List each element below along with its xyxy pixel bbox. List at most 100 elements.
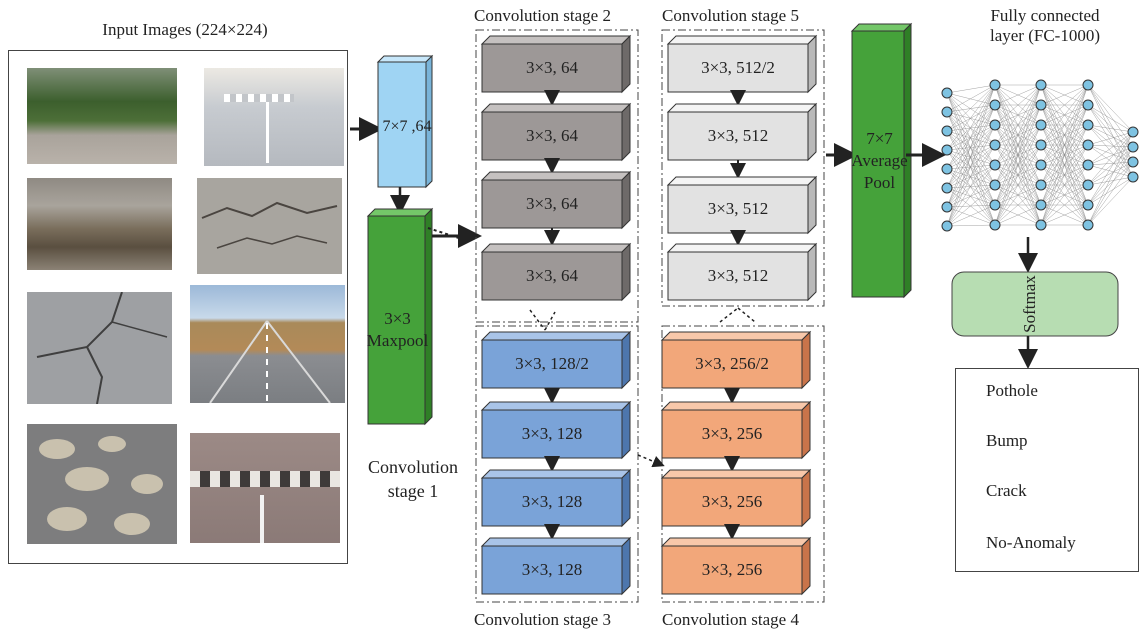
pothole-water-photo [27,178,172,270]
fc-node [989,219,1001,231]
fc-node [1127,156,1139,168]
fc-node [1082,99,1094,111]
fc-node [1082,159,1094,171]
stage5-block-4 [666,242,818,302]
stage5-block-3 [666,175,818,235]
stage3-block-label-3: 3×3, 128 [521,492,583,511]
stage4-block-label-3: 3×3, 256 [701,492,763,511]
fc-node [941,144,953,156]
stage2-block-label-1: 3×3, 64 [525,58,579,77]
stage2-title: Convolution stage 2 [474,6,611,25]
fc-node [1035,99,1047,111]
stage5-title: Convolution stage 5 [662,6,799,25]
softmax-label: Softmax [1020,275,1039,333]
fc-node [989,99,1001,111]
fc-node [1082,199,1094,211]
stage4-block-label-4: 3×3, 256 [701,560,763,579]
fc-node [941,106,953,118]
cracked-asphalt-photo [27,292,172,404]
stage2-block-label-3: 3×3, 64 [525,194,579,213]
avgpool-block [850,22,913,299]
fc-node [1035,199,1047,211]
fc-node [1127,141,1139,153]
stage3-block-label-2: 3×3, 128 [521,424,583,443]
fc-node [1082,119,1094,131]
softmax-box [951,271,1119,337]
stage2-block-4 [480,242,632,302]
fc-node [989,119,1001,131]
fc-node [989,199,1001,211]
fc-node [1082,219,1094,231]
maxpool-label: 3×3 Maxpool [366,309,429,350]
input-images-title: Input Images (224×224) [102,20,268,39]
fc-node [1082,139,1094,151]
stage4-block-4 [660,536,812,596]
stage5-block-label-2: 3×3, 512 [707,126,769,145]
stage3-block-2 [480,400,632,460]
class-crack: Crack [986,481,1027,500]
stage2-block-2 [480,102,632,162]
fc-node [941,201,953,213]
conv7x7-block [376,54,434,189]
stage4-block-2 [660,400,812,460]
class-bump: Bump [986,431,1028,450]
fc-node [989,159,1001,171]
stage3-block-4 [480,536,632,596]
fc-title: Fully connected layer (FC-1000) [989,6,1100,45]
fc-node [941,220,953,232]
fc-node [941,182,953,194]
multiple-potholes-photo [27,424,177,544]
fc-node [1035,159,1047,171]
stage3-block-3 [480,468,632,528]
stage4-block-3 [660,468,812,528]
stage5-block-label-1: 3×3, 512/2 [701,58,775,77]
stage2-block-label-4: 3×3, 64 [525,266,579,285]
maxpool-block [366,207,434,426]
fc-node [941,125,953,137]
speed-bump-stripes-photo [190,433,340,543]
speed-bump-road-photo [204,68,344,166]
stage5-frame [661,29,825,307]
fc-node [1035,179,1047,191]
highway-road-photo [190,285,345,403]
output-classes-box: Pothole Bump Crack No-Anomaly [955,368,1139,572]
fc-node [989,79,1001,91]
fc-node [1082,179,1094,191]
fc-node [1035,79,1047,91]
conv-stage1-caption: Convolution stage 1 [367,457,458,501]
fc-node [989,179,1001,191]
stage5-block-label-3: 3×3, 512 [707,199,769,218]
stage2-block-1 [480,34,632,94]
fc-node [1127,171,1139,183]
fc-node [1082,79,1094,91]
stage3-title: Convolution stage 3 [474,610,611,629]
stage3-block-label-1: 3×3, 128/2 [515,354,589,373]
stage4-block-label-1: 3×3, 256/2 [695,354,769,373]
stage3-frame [475,325,639,603]
conv7x7-label: 7×7 ,64 [382,118,432,135]
cracked-asphalt-photo [197,178,342,274]
stage2-block-3 [480,170,632,230]
class-no-anomaly: No-Anomaly [986,533,1076,552]
stage5-block-label-4: 3×3, 512 [707,266,769,285]
fc-node [941,87,953,99]
stage4-title: Convolution stage 4 [662,610,799,629]
fc-node [1035,139,1047,151]
avgpool-label: 7×7 Average Pool [851,129,908,192]
fc-node [941,163,953,175]
stage3-block-label-4: 3×3, 128 [521,560,583,579]
fc-node [1127,126,1139,138]
stage4-block-label-2: 3×3, 256 [701,424,763,443]
stage2-frame [475,29,639,323]
dashed-line-maxpool [427,227,466,241]
fc-network [941,79,1139,232]
fc-node [1035,119,1047,131]
fc-node [989,139,1001,151]
stage2-block-label-2: 3×3, 64 [525,126,579,145]
stage3-block-1 [480,330,632,390]
class-pothole: Pothole [986,381,1038,400]
fc-node [1035,219,1047,231]
tree-lined-road-photo [27,68,177,164]
